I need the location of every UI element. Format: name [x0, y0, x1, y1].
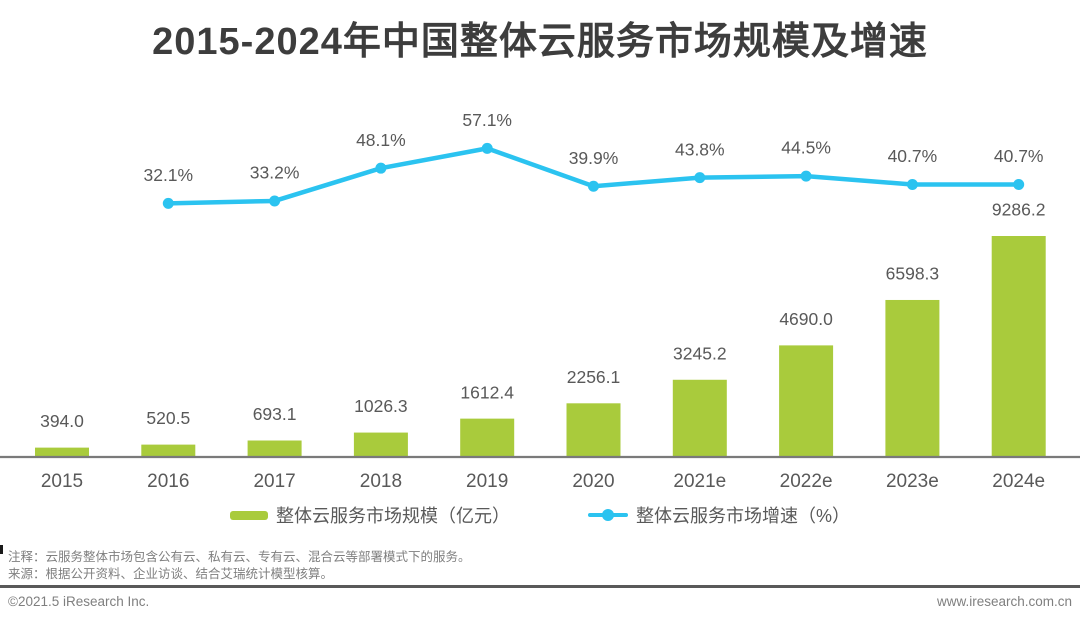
footer-website: www.iresearch.com.cn: [936, 594, 1072, 609]
x-axis-label-2017: 2017: [253, 471, 295, 492]
line-value-label-2019: 57.1%: [462, 110, 512, 130]
x-axis-label-2016: 2016: [147, 471, 189, 492]
bar-2021e: [672, 379, 727, 457]
x-axis-label-2019: 2019: [466, 471, 508, 492]
x-axis-label-2022e: 2022e: [780, 471, 833, 492]
x-axis-label-2015: 2015: [41, 471, 83, 492]
bar-value-label-2015: 394.0: [40, 411, 84, 431]
footer-divider: [0, 585, 1080, 588]
line-point-2017: [269, 195, 281, 207]
bar-value-label-2023e: 6598.3: [886, 264, 940, 284]
page-title: 2015-2024年中国整体云服务市场规模及增速: [152, 21, 928, 63]
line-point-2022e: [800, 170, 812, 182]
legend: 整体云服务市场规模（亿元） 整体云服务市场增速（%）: [0, 502, 1080, 528]
line-point-2018: [375, 162, 387, 174]
bar-value-label-2019: 1612.4: [460, 382, 514, 402]
bar-2016: [141, 444, 196, 457]
bar-value-label-2024e: 9286.2: [992, 200, 1046, 220]
bar-2022e: [779, 345, 834, 457]
bar-value-label-2022e: 4690.0: [779, 309, 833, 329]
bar-series-swatch: [229, 510, 268, 520]
bar-value-label-2017: 693.1: [253, 404, 297, 424]
line-value-label-2020: 39.9%: [569, 148, 619, 168]
bar-2019: [460, 418, 515, 457]
x-axis-label-2024e: 2024e: [992, 471, 1045, 492]
footer-copyright: ©2021.5 iResearch Inc.: [8, 594, 150, 609]
line-point-2016: [162, 197, 174, 209]
notes-block: 注释：云服务整体市场包含公有云、私有云、专有云、混合云等部署模式下的服务。 来源…: [8, 549, 1072, 583]
note-annotation: 注释：云服务整体市场包含公有云、私有云、专有云、混合云等部署模式下的服务。: [8, 550, 471, 564]
footer: ©2021.5 iResearch Inc. www.iresearch.com…: [8, 594, 1072, 609]
line-value-label-2017: 33.2%: [250, 163, 300, 183]
bar-2023e: [885, 299, 940, 457]
x-axis-label-2023e: 2023e: [886, 471, 939, 492]
x-axis-label-2018: 2018: [360, 471, 402, 492]
line-value-label-2018: 48.1%: [356, 130, 406, 150]
x-axis-label-2020: 2020: [572, 471, 614, 492]
line-point-2020: [588, 180, 599, 192]
note-source: 来源：根据公开资料、企业访谈、结合艾瑞统计模型核算。: [8, 567, 334, 581]
bar-2020: [566, 403, 621, 457]
line-value-label-2023e: 40.7%: [888, 146, 938, 166]
line-value-label-2016: 32.1%: [143, 165, 193, 185]
line-value-label-2024e: 40.7%: [994, 146, 1044, 166]
bar-value-label-2018: 1026.3: [354, 396, 408, 416]
legend-item-market-size: 整体云服务市场规模（亿元）: [229, 502, 510, 528]
bar-2024e: [991, 236, 1046, 457]
bar-2015: [35, 447, 89, 457]
bar-2017: [247, 440, 302, 457]
line-value-label-2022e: 44.5%: [781, 138, 831, 158]
x-axis-label-2021e: 2021e: [673, 471, 726, 492]
line-point-2024e: [1013, 178, 1025, 190]
combo-chart: 394.0 520.5 693.1 1026.3 1612.4 2256.1 3245.2 4…: [0, 110, 1080, 492]
line-point-2019: [481, 142, 493, 154]
legend-item-growth-rate: 整体云服务市场增速（%）: [587, 502, 850, 528]
line-point-2021e: [694, 172, 706, 184]
line-series-swatch-dot: [601, 509, 614, 521]
legend-label-growth-rate: 整体云服务市场增速（%）: [635, 506, 850, 526]
left-edge-artifact: [0, 545, 3, 554]
bar-value-label-2021e: 3245.2: [673, 343, 727, 363]
bar-value-label-2016: 520.5: [146, 408, 190, 428]
line-point-2023e: [906, 178, 918, 190]
bar-value-label-2020: 2256.1: [567, 367, 621, 387]
line-value-label-2021e: 43.8%: [675, 139, 725, 159]
bar-2018: [353, 432, 408, 457]
line-series-swatch: [587, 509, 628, 521]
legend-label-market-size: 整体云服务市场规模（亿元）: [275, 506, 510, 526]
